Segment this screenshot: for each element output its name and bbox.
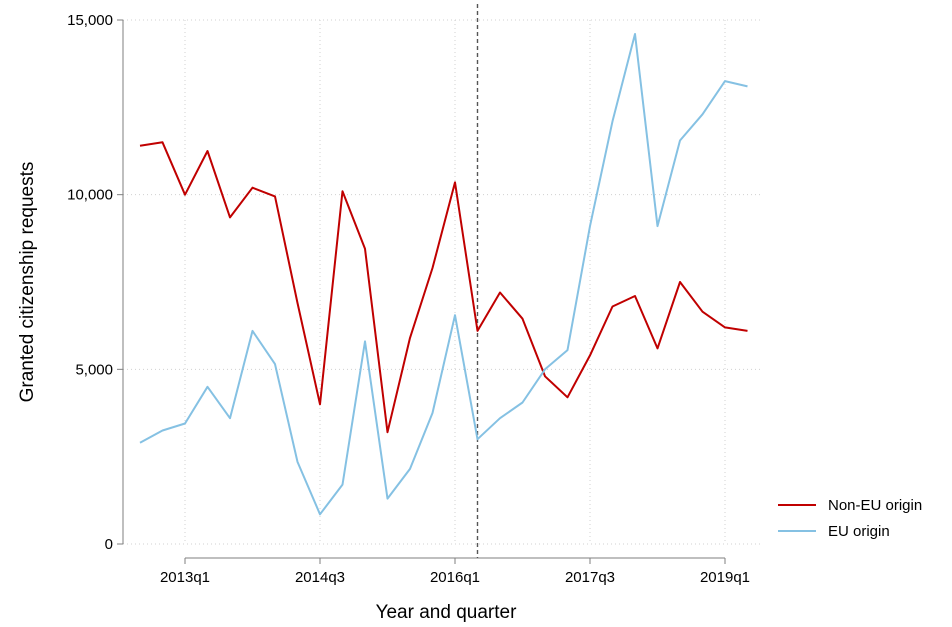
x-tick-label: 2013q1 bbox=[160, 569, 210, 586]
x-tick-label: 2019q1 bbox=[700, 569, 750, 586]
x-tick-label: 2016q1 bbox=[430, 569, 480, 586]
y-tick-label: 10,000 bbox=[67, 187, 113, 204]
legend: Non-EU origin EU origin bbox=[778, 497, 922, 540]
series-layer bbox=[139, 33, 748, 516]
series-line-non-eu-origin bbox=[139, 141, 748, 434]
grid-layer bbox=[123, 19, 762, 545]
series-line-eu-origin bbox=[139, 33, 748, 516]
y-axis-title: Granted citizenship requests bbox=[17, 162, 38, 403]
legend-label: EU origin bbox=[828, 523, 890, 540]
y-tick-label: 5,000 bbox=[75, 361, 113, 378]
y-tick-label: 15,000 bbox=[67, 12, 113, 29]
x-tick-label: 2017q3 bbox=[565, 569, 615, 586]
legend-label: Non-EU origin bbox=[828, 497, 922, 514]
x-tick-label: 2014q3 bbox=[295, 569, 345, 586]
x-axis-title: Year and quarter bbox=[376, 602, 518, 623]
axis-layer: 0 5,000 10,000 15,000 2013q1 2014q3 2016q1 2017… bbox=[67, 12, 750, 586]
y-tick-label: 0 bbox=[105, 536, 113, 553]
